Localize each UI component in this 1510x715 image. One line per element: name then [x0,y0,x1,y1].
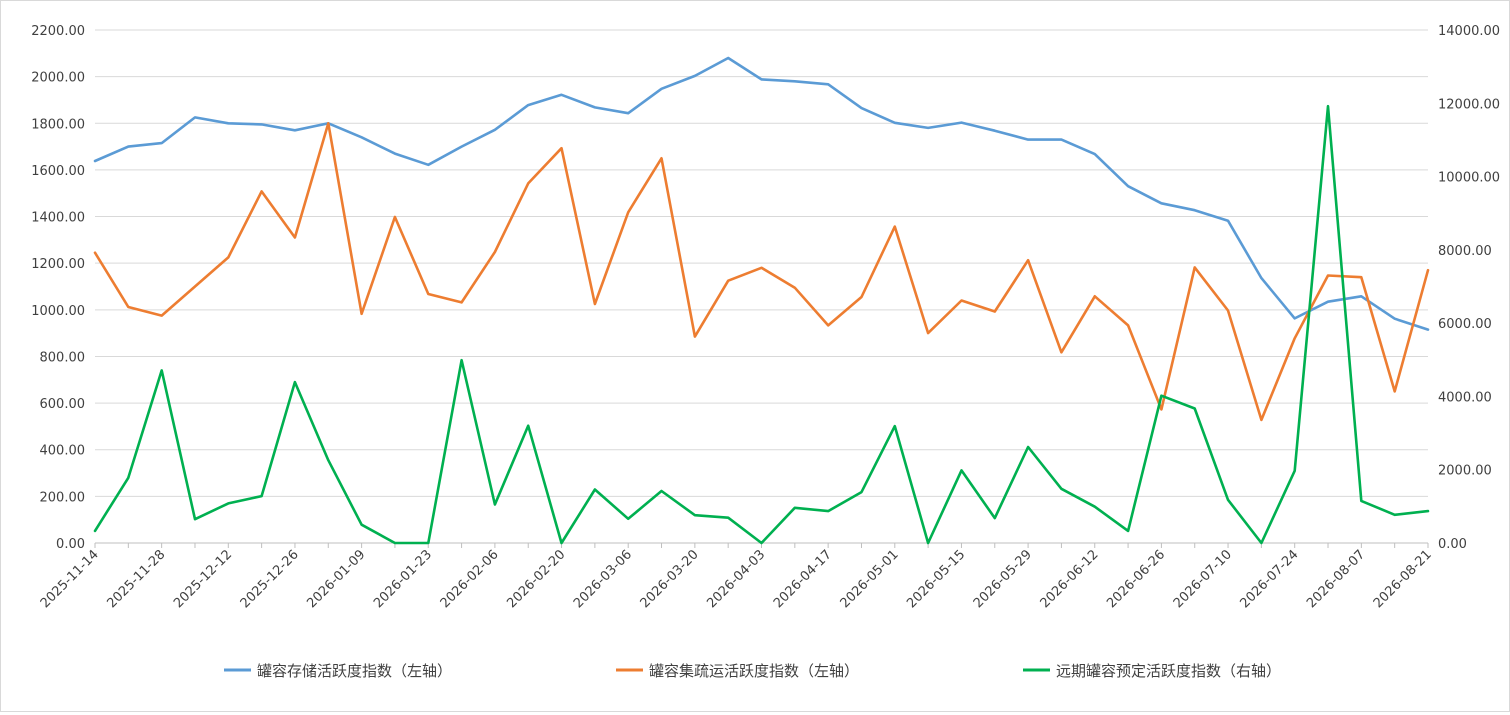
series-line-storage [93,56,1430,331]
legend-label-storage: 罐容存储活跃度指数（左轴） [257,662,452,680]
left-tick-label: 1000.00 [31,304,85,319]
x-axis: 2025-11-14 2025-11-28 2025-12-12 2025-12-26… [38,542,1435,611]
x-tick-label: 2026-06-12 [1038,547,1102,611]
right-tick-label: 6000.00 [1438,317,1492,332]
x-tick-label: 2026-01-09 [304,547,368,611]
x-tick-label: 2026-06-26 [1104,547,1168,611]
x-tick-label: 2026-08-21 [1371,547,1435,611]
x-tick-label: 2026-07-24 [1237,547,1301,611]
right-tick-label: 10000.00 [1438,171,1500,186]
left-tick-label: 1400.00 [31,211,85,226]
right-tick-label: 2000.00 [1438,464,1492,479]
x-tick-label: 2025-11-14 [38,547,102,611]
x-tick-label: 2026-07-10 [1171,547,1235,611]
series-lines [93,56,1430,545]
right-y-axis: 0.00 2000.00 4000.00 6000.00 8000.00 10000.00… [1438,24,1500,552]
legend-label-booking: 远期罐容预定活跃度指数（右轴） [1056,662,1281,680]
left-tick-label: 1200.00 [31,257,85,272]
series-line-transport [93,122,1430,422]
x-tick-label: 2026-02-20 [504,547,568,611]
x-tick-label: 2026-05-29 [971,547,1035,611]
left-y-axis: 0.00 200.00 400.00 600.00 800.00 1000.00 1200.… [31,24,85,552]
x-tick-label: 2026-03-20 [638,547,702,611]
left-tick-label: 1800.00 [31,117,85,132]
x-tick-label: 2025-12-12 [171,547,235,611]
legend-item-storage: 罐容存储活跃度指数（左轴） [224,662,452,680]
right-tick-label: 8000.00 [1438,244,1492,259]
legend-item-booking: 远期罐容预定活跃度指数（右轴） [1023,662,1281,680]
x-tick-label: 2026-05-15 [904,547,968,611]
left-tick-label: 400.00 [40,444,86,459]
x-tick-label: 2026-04-03 [704,547,768,611]
x-tick-label: 2026-02-06 [438,547,502,611]
right-tick-label: 12000.00 [1438,97,1500,112]
left-tick-label: 1600.00 [31,164,85,179]
series-line-booking [93,104,1430,545]
legend: 罐容存储活跃度指数（左轴） 罐容集疏运活跃度指数（左轴） 远期罐容预定活跃度指数… [224,662,1281,680]
legend-label-transport: 罐容集疏运活跃度指数（左轴） [649,662,859,680]
left-tick-label: 600.00 [40,397,86,412]
left-tick-label: 200.00 [40,490,86,505]
x-tick-label: 2026-03-06 [571,547,635,611]
right-tick-label: 4000.00 [1438,390,1492,405]
legend-item-transport: 罐容集疏运活跃度指数（左轴） [616,662,859,680]
left-tick-label: 800.00 [40,350,86,365]
left-tick-label: 2000.00 [31,71,85,86]
x-tick-label: 2026-01-23 [371,547,435,611]
right-tick-label: 0.00 [1438,537,1467,552]
x-tick-label: 2025-12-26 [238,547,302,611]
left-tick-label: 2200.00 [31,24,85,39]
x-tick-label: 2026-05-01 [838,547,902,611]
gridlines [95,29,1428,497]
x-tick-label: 2026-04-17 [771,547,835,611]
left-tick-label: 0.00 [56,537,85,552]
x-tick-label: 2025-11-28 [104,547,168,611]
x-tick-label: 2026-08-07 [1304,547,1368,611]
right-tick-label: 14000.00 [1438,24,1500,39]
